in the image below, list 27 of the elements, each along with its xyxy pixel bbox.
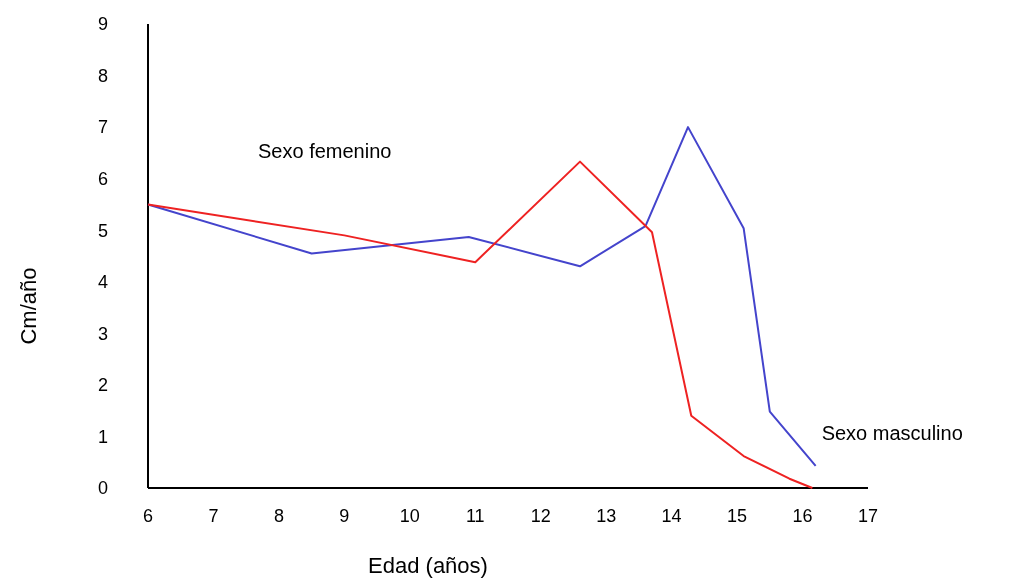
text: Sexo femenino	[258, 140, 392, 162]
x-tick-label: 6	[142, 506, 154, 526]
x-tick-label: 13	[596, 506, 617, 526]
y-tick-label: 7	[97, 117, 109, 138]
x-tick-label: 9	[339, 506, 350, 526]
x-tick-label: 10	[399, 506, 420, 526]
x-tick-label: 11	[465, 506, 485, 526]
y-tick-label: 2	[97, 375, 109, 396]
y-tick-label: 0	[97, 478, 109, 499]
x-tick-label: 7	[208, 506, 219, 526]
x-tick-label: 14	[661, 506, 682, 526]
y-tick-label: 6	[97, 168, 109, 189]
y-tick-label: 4	[97, 272, 109, 293]
y-tick-label: 5	[97, 220, 109, 241]
y-tick-label: 8	[97, 65, 109, 86]
y-tick-label: 9	[97, 14, 109, 35]
x-tick-label: 12	[530, 506, 551, 526]
x-axis-title: Edad (años)	[368, 553, 488, 578]
line-series	[147, 160, 814, 489]
x-tick-label: 8	[273, 506, 284, 526]
x-tick-label: 17	[857, 506, 879, 526]
x-tick-label: 16	[792, 506, 813, 526]
y-axis-title: Cm/año	[16, 267, 41, 345]
series-label: Sexo masculino	[821, 421, 963, 444]
y-tick-label: 3	[97, 323, 109, 344]
x-tick-label: 15	[727, 506, 748, 526]
y-tick-label: 1	[97, 426, 109, 447]
